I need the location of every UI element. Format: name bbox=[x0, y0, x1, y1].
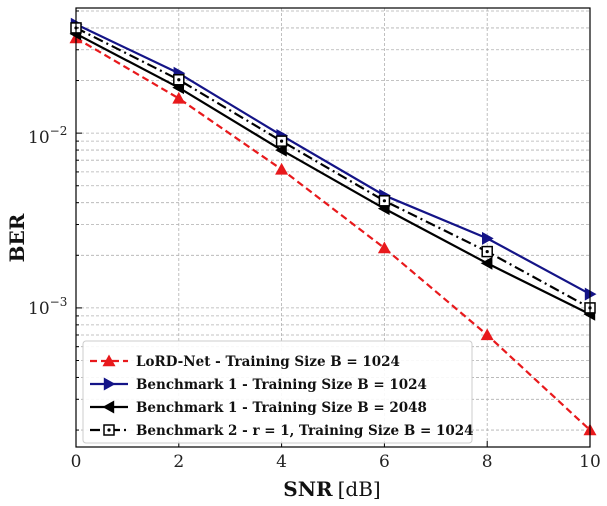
x-tick-label: 4 bbox=[276, 452, 287, 472]
plot-frame bbox=[75, 7, 591, 448]
series-line-3 bbox=[75, 32, 591, 316]
series-1-point bbox=[275, 162, 289, 175]
legend-box bbox=[82, 340, 473, 444]
legend-label-1: LoRD-Net - Training Size B = 1024 bbox=[136, 354, 400, 370]
series-4-point-center bbox=[177, 78, 181, 82]
series-1-point bbox=[377, 241, 391, 254]
legend-marker-1 bbox=[102, 354, 116, 367]
x-tick-label: 2 bbox=[173, 452, 184, 472]
legend-label-3: Benchmark 1 - Training Size B = 2048 bbox=[136, 400, 427, 416]
x-tick-label: 6 bbox=[379, 452, 390, 472]
x-tick-label: 0 bbox=[71, 452, 82, 472]
x-axis-label: SNR [dB] bbox=[283, 477, 380, 501]
y-axis-label: BER bbox=[5, 213, 29, 262]
y-tick-label-1e-3: 10−3 bbox=[28, 295, 67, 319]
legend-marker-4-center bbox=[107, 428, 111, 432]
series-lines bbox=[75, 23, 591, 431]
x-tick-label: 10 bbox=[579, 452, 601, 472]
series-line-4 bbox=[75, 26, 591, 309]
series-line-2 bbox=[75, 23, 591, 296]
series-1-point bbox=[480, 328, 494, 341]
series-2-point bbox=[482, 231, 494, 245]
series-1-point bbox=[172, 91, 186, 104]
legend-label-2: Benchmark 1 - Training Size B = 1024 bbox=[136, 377, 427, 393]
series-2-point bbox=[584, 287, 597, 301]
legend-marker-3 bbox=[102, 400, 115, 414]
series-line-1 bbox=[75, 37, 591, 431]
series-4-point-center bbox=[280, 139, 284, 143]
series-3-point bbox=[480, 256, 493, 270]
series-4-point-center bbox=[485, 249, 489, 254]
axis-ticks: 0 2 4 6 8 10 bbox=[71, 10, 601, 472]
legend: LoRD-Net - Training Size B = 1024 Benchma… bbox=[82, 340, 474, 444]
x-tick-label: 8 bbox=[482, 452, 493, 472]
legend-marker-2 bbox=[103, 377, 116, 391]
y-tick-label-1e-2: 10−2 bbox=[28, 124, 67, 148]
series-4-point-center bbox=[382, 199, 386, 203]
legend-label-4: Benchmark 2 - r = 1, Training Size B = 1… bbox=[136, 423, 474, 439]
